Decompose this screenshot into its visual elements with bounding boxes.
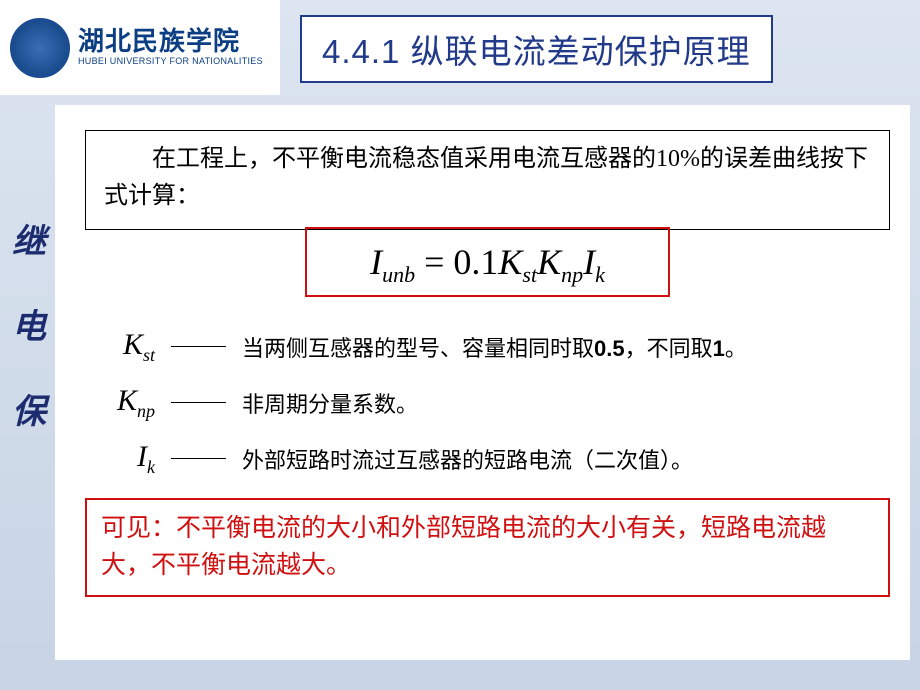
formula-lhs-I: I (370, 242, 382, 282)
def-knp: Knp 非周期分量系数。 (95, 384, 890, 422)
formula-eq: = (424, 242, 453, 282)
intro-text: 在工程上，不平衡电流稳态值采用电流互感器的10%的误差曲线按下式计算： (104, 146, 868, 209)
logo-text: 湖北民族学院 HUBEI UNIVERSITY FOR NATIONALITIE… (78, 28, 263, 66)
def-kst-text: 当两侧互感器的型号、容量相同时取0.5，不同取1。 (242, 331, 747, 363)
formula-K1-sub: st (522, 263, 537, 288)
formula-coef: 0.1 (453, 242, 498, 282)
side-vertical-title: 继 电 保 (12, 200, 46, 455)
formula-K1: K (498, 242, 522, 282)
formula-box: Iunb = 0.1KstKnpIk (305, 227, 670, 296)
header-bar: 湖北民族学院 HUBEI UNIVERSITY FOR NATIONALITIE… (0, 0, 920, 95)
side-char-1: 继 (12, 200, 46, 285)
definitions: Kst 当两侧互感器的型号、容量相同时取0.5，不同取1。 Knp 非周期分量系… (95, 328, 890, 478)
dash-icon (171, 346, 226, 348)
logo-emblem-icon (10, 18, 70, 78)
conclusion-box: 可见：不平衡电流的大小和外部短路电流的大小有关，短路电流越大，不平衡电流越大。 (85, 498, 890, 597)
def-kst-symbol: Kst (95, 328, 155, 366)
formula-K2-sub: np (561, 263, 583, 288)
formula: Iunb = 0.1KstKnpIk (370, 242, 605, 282)
formula-Ik-sub: k (595, 263, 605, 288)
side-char-3: 保 (12, 370, 46, 455)
slide-title: 4.4.1 纵联电流差动保护原理 (300, 15, 773, 83)
intro-box: 在工程上，不平衡电流稳态值采用电流互感器的10%的误差曲线按下式计算： (85, 130, 890, 230)
logo-en: HUBEI UNIVERSITY FOR NATIONALITIES (78, 57, 263, 67)
dash-icon (171, 458, 226, 460)
formula-Ik: I (583, 242, 595, 282)
def-knp-symbol: Knp (95, 384, 155, 422)
dash-icon (171, 402, 226, 404)
logo-cn: 湖北民族学院 (78, 28, 263, 57)
formula-lhs-sub: unb (382, 263, 415, 288)
side-char-2: 电 (12, 285, 46, 370)
formula-K2: K (537, 242, 561, 282)
content-area: 在工程上，不平衡电流稳态值采用电流互感器的10%的误差曲线按下式计算： Iunb… (55, 105, 910, 660)
def-ik-text: 外部短路时流过互感器的短路电流（二次值）。 (242, 443, 693, 475)
def-kst: Kst 当两侧互感器的型号、容量相同时取0.5，不同取1。 (95, 328, 890, 366)
def-knp-text: 非周期分量系数。 (242, 387, 418, 419)
university-logo: 湖北民族学院 HUBEI UNIVERSITY FOR NATIONALITIE… (0, 0, 280, 95)
def-ik-symbol: Ik (95, 440, 155, 478)
def-ik: Ik 外部短路时流过互感器的短路电流（二次值）。 (95, 440, 890, 478)
